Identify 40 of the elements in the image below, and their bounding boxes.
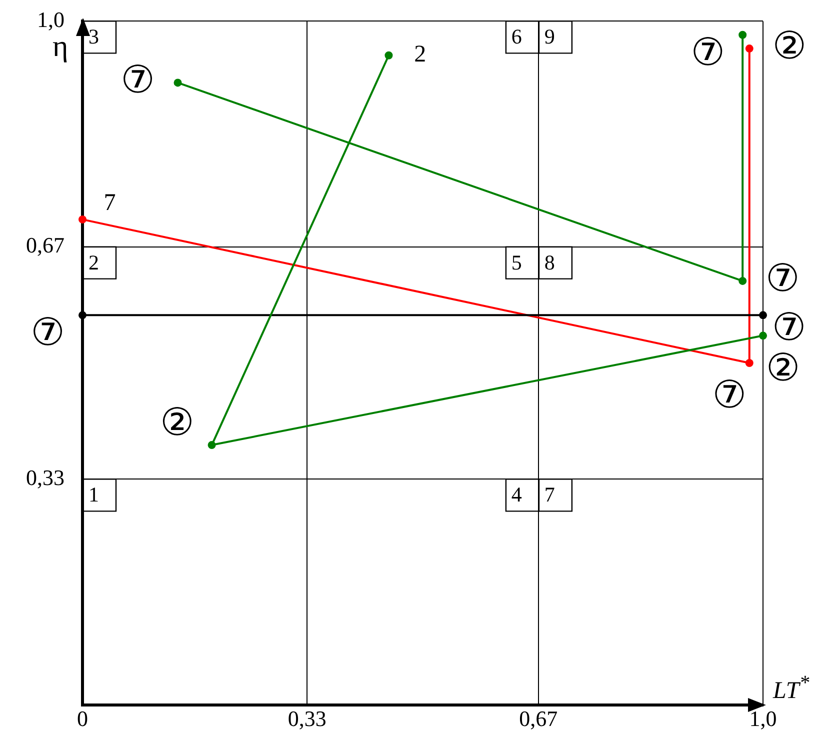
- annotation: 4: [511, 482, 522, 507]
- point: [738, 30, 747, 39]
- point: [745, 44, 754, 53]
- point: [208, 441, 216, 450]
- annotation: ⑦: [30, 312, 65, 354]
- x-tick-label: 0,67: [519, 706, 558, 731]
- point: [759, 332, 767, 340]
- annotation: 2: [414, 42, 426, 68]
- annotation: ②: [772, 26, 806, 68]
- y-tick-label: 1,0: [37, 6, 64, 32]
- annotation: 3: [88, 24, 99, 49]
- annotation: 9: [544, 24, 555, 49]
- annotation: ⑦: [690, 32, 725, 74]
- annotation: ⑦: [766, 258, 800, 300]
- annotation: 1: [88, 482, 99, 507]
- y-tick-label: 0,67: [26, 232, 64, 258]
- x-tick-label: 0,33: [288, 706, 326, 731]
- annotation: ⑦: [772, 307, 806, 350]
- point: [745, 359, 754, 367]
- y-axis-title: η: [52, 30, 68, 64]
- annotation: 6: [511, 24, 522, 49]
- x-tick-label: 0: [77, 706, 88, 731]
- x-axis-title: LT$^{*}$: [773, 670, 810, 705]
- annotation: ⑦: [120, 60, 155, 102]
- annotation: ②: [160, 402, 194, 444]
- point: [384, 51, 393, 60]
- point: [78, 215, 86, 224]
- point: [78, 311, 86, 320]
- annotation: 7: [104, 190, 116, 216]
- point: [759, 311, 767, 320]
- x-tick-label: 1,0: [749, 706, 777, 731]
- annotation: 7: [544, 482, 555, 507]
- point: [738, 276, 747, 285]
- annotation: 5: [511, 250, 522, 274]
- annotation: 2: [88, 250, 99, 274]
- annotation: ②: [766, 347, 800, 390]
- y-tick-label: 0,33: [26, 464, 64, 490]
- point: [174, 78, 182, 87]
- annotation: 8: [544, 250, 555, 274]
- annotation: ⑦: [712, 374, 746, 417]
